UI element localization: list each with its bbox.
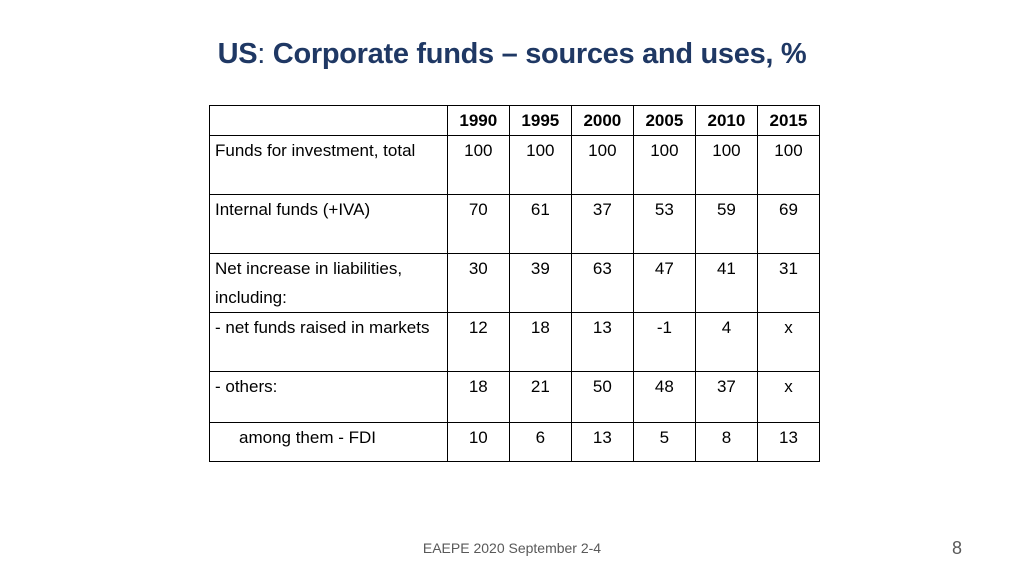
header-corner-cell [209,105,448,136]
value-cell: -1 [632,312,696,372]
value-cell: 8 [694,422,758,462]
table-row: Net increase in liabilities, including: … [209,253,821,313]
funds-table: 1990 1995 2000 2005 2010 2015 Funds for … [209,105,821,462]
value-cell: 13 [570,422,634,462]
value-cell: 18 [446,371,510,423]
row-label: Internal funds (+IVA) [209,194,448,254]
value-cell: 5 [632,422,696,462]
value-cell: 53 [632,194,696,254]
table-row: among them - FDI 10 6 13 5 8 13 [209,422,821,462]
year-header: 2015 [756,105,821,136]
value-cell: 6 [508,422,572,462]
table-header-row: 1990 1995 2000 2005 2010 2015 [209,105,821,136]
value-cell: 47 [632,253,696,313]
value-cell: 100 [508,135,572,195]
value-cell: x [756,312,821,372]
value-cell: 69 [756,194,821,254]
row-label: - others: [209,371,448,423]
year-header: 2010 [694,105,758,136]
title-text: Corporate funds – sources and uses, % [272,38,807,70]
title-country: US [217,38,258,70]
value-cell: 4 [694,312,758,372]
value-cell: x [756,371,821,423]
value-cell: 10 [446,422,510,462]
row-label: Net increase in liabilities, including: [209,253,448,313]
value-cell: 100 [632,135,696,195]
value-cell: 48 [632,371,696,423]
footer-text: EAEPE 2020 September 2-4 [422,540,602,556]
value-cell: 39 [508,253,572,313]
value-cell: 12 [446,312,510,372]
year-header: 2000 [570,105,634,136]
value-cell: 37 [694,371,758,423]
value-cell: 59 [694,194,758,254]
year-header: 2005 [632,105,696,136]
row-label: among them - FDI [209,422,448,462]
slide-title: US: Corporate funds – sources and uses, … [0,38,1024,71]
table-row: Internal funds (+IVA) 70 61 37 53 59 69 [209,194,821,254]
value-cell: 13 [756,422,821,462]
table-row: Funds for investment, total 100 100 100 … [209,135,821,195]
value-cell: 100 [446,135,510,195]
value-cell: 70 [446,194,510,254]
title-separator: : [257,38,266,70]
value-cell: 37 [570,194,634,254]
table-row: - others: 18 21 50 48 37 x [209,371,821,423]
value-cell: 50 [570,371,634,423]
value-cell: 18 [508,312,572,372]
value-cell: 100 [570,135,634,195]
value-cell: 21 [508,371,572,423]
row-label: - net funds raised in markets [209,312,448,372]
value-cell: 100 [694,135,758,195]
value-cell: 31 [756,253,821,313]
year-header: 1995 [508,105,572,136]
table-row: - net funds raised in markets 12 18 13 -… [209,312,821,372]
row-label: Funds for investment, total [209,135,448,195]
value-cell: 13 [570,312,634,372]
value-cell: 63 [570,253,634,313]
value-cell: 61 [508,194,572,254]
year-header: 1990 [446,105,510,136]
page-number: 8 [951,538,962,558]
value-cell: 30 [446,253,510,313]
value-cell: 41 [694,253,758,313]
value-cell: 100 [756,135,821,195]
